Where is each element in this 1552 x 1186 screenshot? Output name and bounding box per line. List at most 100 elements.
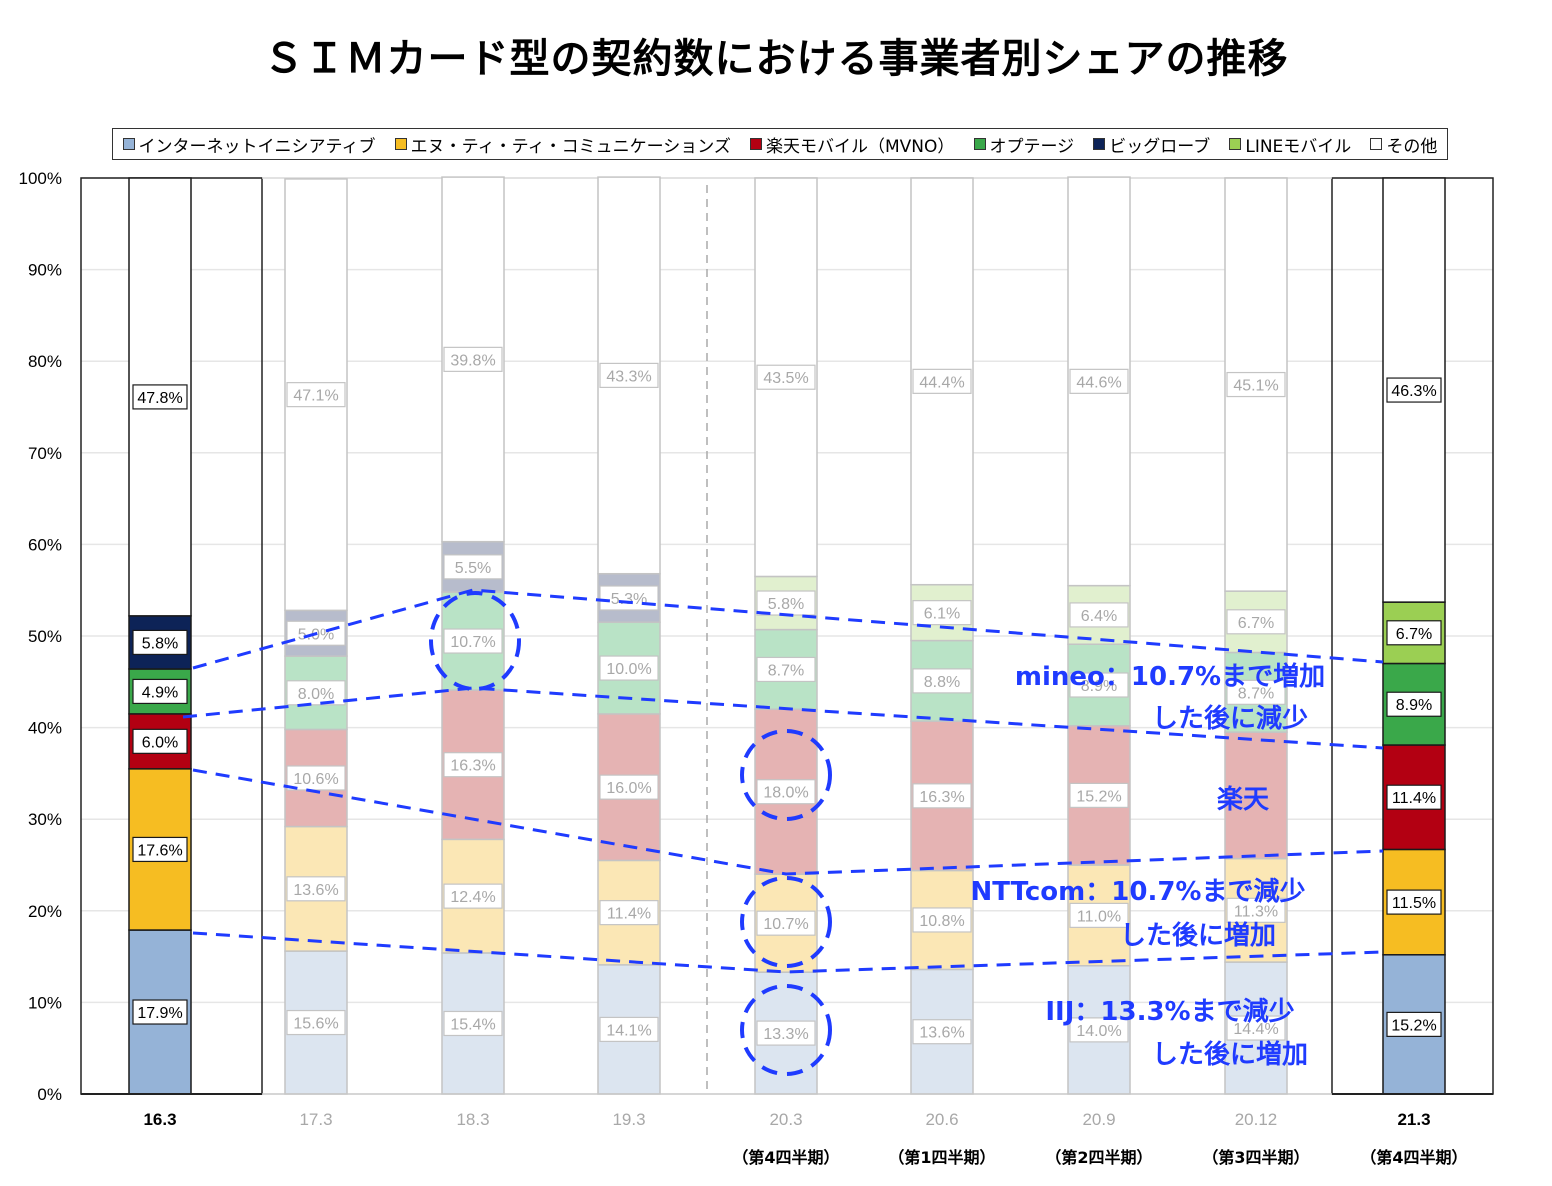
data-label: 16.3%	[450, 758, 495, 775]
data-label-box	[1069, 602, 1129, 628]
data-label: 8.9%	[1081, 678, 1117, 695]
legend-label: その他	[1386, 136, 1438, 157]
data-label: 11.0%	[1077, 908, 1121, 925]
data-label: 6.1%	[924, 606, 960, 623]
bar-segment	[1224, 731, 1288, 860]
annotation-text: した後に増加	[1120, 920, 1276, 951]
data-label-box	[286, 765, 346, 791]
data-label: 8.9%	[1396, 697, 1432, 714]
data-label-box	[1386, 889, 1442, 915]
data-label: 16.0%	[606, 780, 651, 797]
bars	[128, 176, 1446, 1095]
y-tick-label: 10%	[28, 993, 62, 1012]
legend-item-other: その他	[1370, 132, 1437, 157]
data-label: 11.4%	[1392, 790, 1436, 807]
legend-swatch	[973, 138, 986, 150]
data-label: 46.3%	[1391, 383, 1436, 400]
data-label: 15.2%	[1391, 1017, 1436, 1034]
y-tick-label: 90%	[28, 261, 62, 280]
data-label: 14.0%	[1076, 1023, 1121, 1040]
data-label-box	[286, 382, 346, 408]
data-label-box	[132, 999, 188, 1025]
annotation-text: した後に減少	[1152, 703, 1308, 734]
legend-swatch	[1370, 138, 1383, 150]
data-label-box	[756, 590, 816, 616]
highlight-circle	[740, 984, 832, 1076]
data-label: 17.9%	[137, 1005, 182, 1022]
data-label-box	[1226, 1015, 1286, 1041]
data-label: 8.7%	[1238, 685, 1274, 702]
data-label: 10.7%	[450, 634, 495, 651]
trend-dashed-line	[182, 686, 1384, 750]
data-label-box	[286, 876, 346, 902]
data-label-box	[1226, 609, 1286, 635]
data-label-box	[132, 384, 188, 410]
data-label-box	[443, 554, 503, 580]
data-label: 8.7%	[768, 662, 804, 679]
x-tick-label: 16.3	[143, 1110, 176, 1129]
data-label-box	[132, 678, 188, 705]
data-label: 43.3%	[606, 368, 651, 385]
data-label-box	[443, 883, 503, 909]
data-label: 39.8%	[450, 352, 495, 369]
annotation-text: mineo：10.7%まで増加	[1015, 662, 1325, 692]
x-tick-label: 18.3	[456, 1110, 489, 1129]
data-label: 12.4%	[450, 889, 495, 906]
data-label: 17.6%	[137, 842, 182, 859]
data-label-box	[599, 362, 659, 388]
legend-item-rakuten: 楽天モバイル（MVNO）	[750, 132, 954, 157]
data-label-box	[599, 900, 659, 926]
legend-swatch	[1093, 138, 1106, 150]
data-label-box	[756, 364, 816, 390]
annotation-text: NTTcom：10.7%まで減少	[971, 877, 1306, 907]
chart-legend: インターネットイニシアティブ エヌ・ティ・ティ・コミュニケーションズ 楽天モバイ…	[112, 128, 1448, 160]
trend-dashed-line	[192, 768, 1384, 876]
x-sub-label: （第4四半期）	[732, 1148, 839, 1167]
highlight-circle	[740, 729, 832, 821]
data-label-box	[286, 1009, 346, 1036]
data-label-box	[443, 628, 503, 654]
legend-label: エヌ・ティ・ティ・コミュニケーションズ	[410, 136, 731, 157]
annotation-text: IIJ：13.3%まで減少	[1045, 997, 1294, 1027]
x-sub-label: （第2四半期）	[1045, 1148, 1152, 1167]
data-label-box	[1069, 368, 1129, 394]
data-label: 8.0%	[298, 686, 334, 703]
chart-title: ＳＩＭカード型の契約数における事業者別シェアの推移	[263, 36, 1289, 82]
x-tick-label: 21.3	[1397, 1110, 1430, 1129]
data-label: 45.1%	[1233, 378, 1278, 395]
data-label-box	[912, 1019, 972, 1045]
y-tick-label: 40%	[28, 719, 62, 738]
data-label-box	[1069, 1017, 1129, 1043]
data-label: 18.0%	[763, 785, 808, 802]
data-label: 14.4%	[1233, 1021, 1278, 1038]
legend-item-optage: オプテージ	[973, 132, 1075, 157]
highlight-circle	[429, 591, 521, 691]
data-label: 6.7%	[1238, 615, 1274, 632]
data-label: 5.8%	[142, 635, 178, 652]
data-label: 13.6%	[293, 882, 338, 899]
legend-swatch	[750, 138, 762, 150]
x-sub-label: （第3四半期）	[1202, 1148, 1309, 1167]
y-tick-label: 80%	[28, 352, 62, 371]
legend-label: ビッグローブ	[1109, 136, 1211, 157]
legend-item-biglobe: ビッグローブ	[1093, 132, 1210, 157]
y-tick-label: 60%	[28, 535, 62, 554]
data-label: 13.3%	[763, 1026, 808, 1043]
data-label: 11.3%	[1234, 903, 1278, 920]
data-label-box	[912, 783, 972, 809]
trend-dashed-line	[192, 588, 1384, 670]
data-label-box	[1226, 679, 1286, 705]
legend-label: オプテージ	[989, 136, 1075, 157]
data-label-box	[443, 346, 503, 372]
data-label: 44.4%	[919, 374, 964, 391]
data-label: 10.8%	[919, 913, 964, 930]
data-label-box	[1226, 897, 1286, 923]
highlight-circle	[740, 876, 832, 968]
data-label: 15.4%	[450, 1016, 495, 1033]
data-label-box	[1386, 377, 1442, 403]
data-label-box	[912, 668, 972, 694]
data-label-box	[1386, 784, 1442, 810]
data-label-box	[132, 836, 188, 863]
data-label-box	[1386, 691, 1442, 717]
